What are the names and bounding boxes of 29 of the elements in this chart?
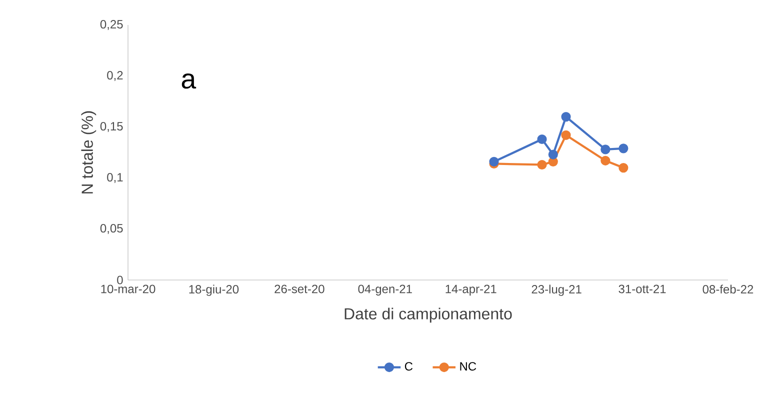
y-tick-label: 0,05 <box>100 224 123 234</box>
point <box>600 156 610 166</box>
point <box>618 144 628 154</box>
annotation: a <box>182 74 196 89</box>
point <box>561 130 571 140</box>
legend-label: C <box>404 362 413 371</box>
x-tick-label: 10-mar-20 <box>101 284 156 294</box>
y-tick-label: 0 <box>117 276 123 284</box>
x-tick-label: 18-giu-20 <box>189 284 239 296</box>
point <box>489 156 499 166</box>
point <box>537 160 547 170</box>
x-tick-label: 08-feb-22 <box>702 284 754 294</box>
y-tick-label: 0,15 <box>100 122 123 132</box>
x-tick-label: 31-ott-21 <box>618 284 666 294</box>
y-tick-label: 0,2 <box>107 71 123 81</box>
x-axis-title: Date di campionamento <box>344 308 512 323</box>
point <box>618 163 628 173</box>
y-tick-label: 0,25 <box>100 20 123 30</box>
y-tick-label: 0,1 <box>107 173 123 183</box>
x-tick-label: 14-apr-21 <box>446 284 496 296</box>
legend-label: NC <box>460 362 476 371</box>
y-axis-title: N totale (%) <box>81 111 96 194</box>
point <box>561 112 571 122</box>
x-tick-label: 04-gen-21 <box>358 284 412 296</box>
point <box>600 144 610 154</box>
point <box>548 150 558 160</box>
point <box>537 134 547 144</box>
x-tick-label: 23-lug-21 <box>532 284 582 296</box>
x-tick-label: 26-set-20 <box>274 284 324 294</box>
